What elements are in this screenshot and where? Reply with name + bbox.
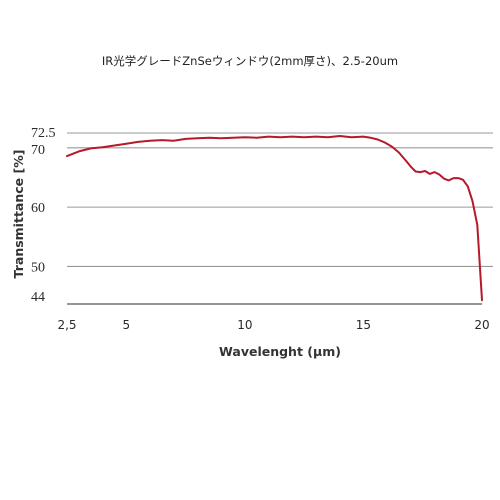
y-tick-labels: 72.5 70 60 50 44 (31, 126, 56, 305)
x-tick-label: 15 (356, 318, 371, 332)
gridlines (67, 132, 493, 267)
y-tick-label: 72.5 (31, 126, 56, 141)
x-axis-label: Wavelenght (μm) (219, 344, 341, 359)
x-tick-label: 2,5 (57, 318, 76, 332)
y-tick-label: 44 (31, 290, 45, 305)
x-tick-label: 20 (474, 318, 489, 332)
y-axis-label: Transmittance [%] (11, 150, 26, 279)
transmittance-curve (66, 135, 483, 302)
page-title: IR光学グレードZnSeウィンドウ(2mm厚さ)、2.5-20um (101, 54, 399, 68)
y-tick-label: 70 (31, 143, 45, 158)
y-tick-label: 50 (31, 260, 45, 275)
x-tick-label: 5 (122, 318, 130, 332)
y-tick-label: 60 (31, 201, 45, 216)
x-tick-label: 10 (237, 318, 252, 332)
x-tick-labels: 2,5 5 10 15 20 (57, 318, 489, 332)
data-series (66, 135, 483, 302)
